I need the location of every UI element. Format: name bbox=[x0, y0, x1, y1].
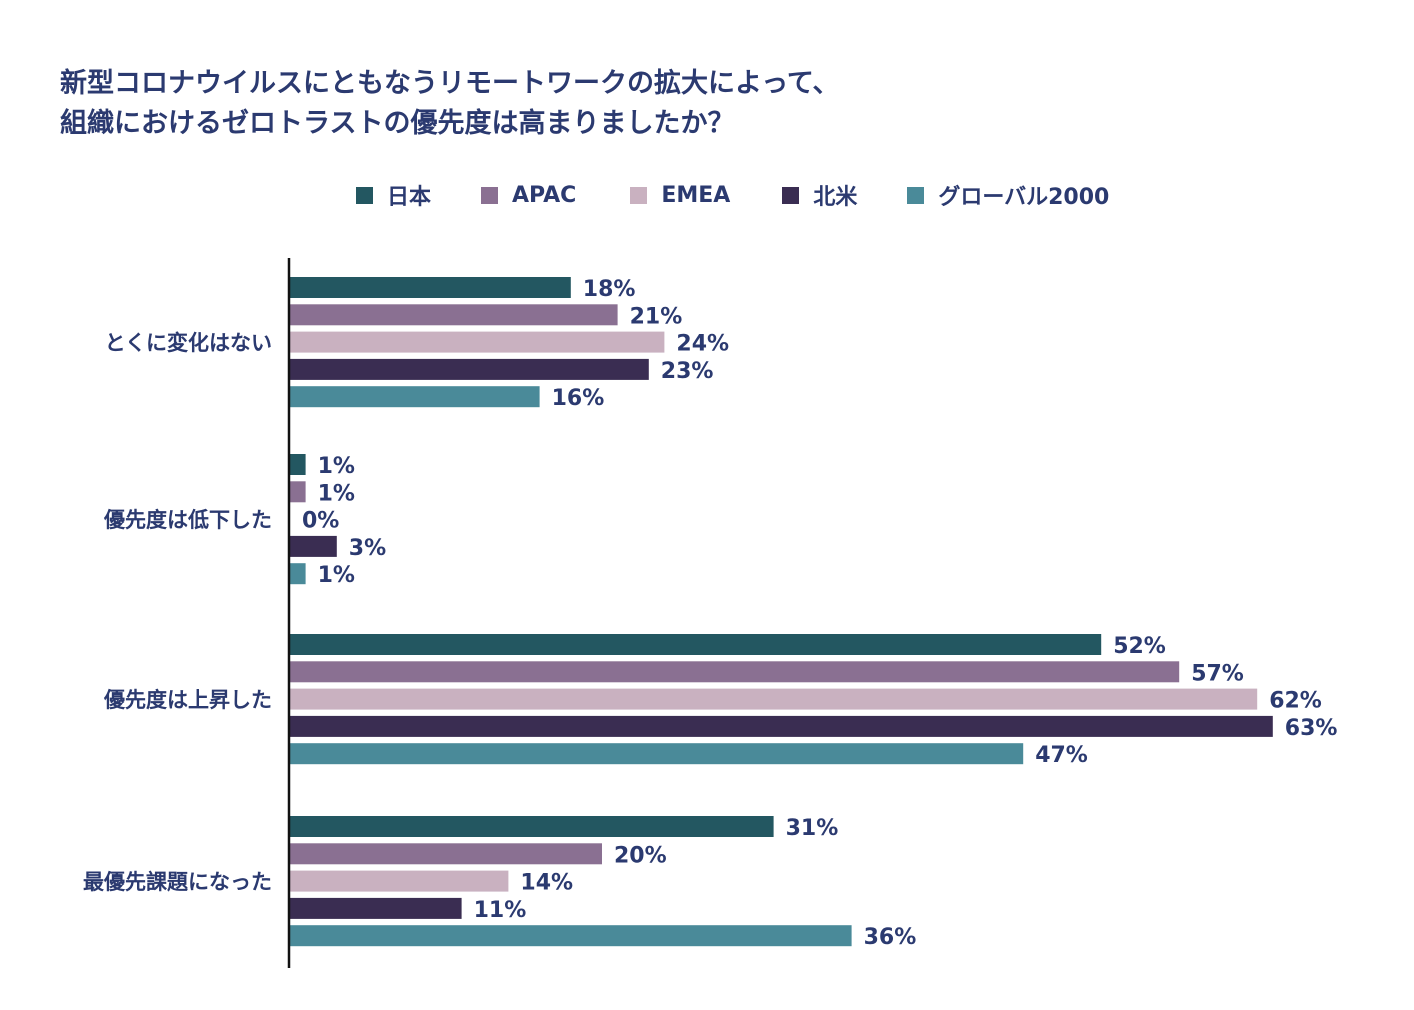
value-label: 23% bbox=[661, 359, 714, 384]
value-label: 31% bbox=[786, 816, 839, 841]
legend-label: EMEA bbox=[661, 182, 731, 208]
chart-title-line-2: 組織におけるゼロトラストの優先度は高まりましたか？ bbox=[60, 108, 735, 139]
bar bbox=[290, 386, 540, 408]
value-label: 16% bbox=[552, 386, 605, 411]
bar bbox=[290, 277, 571, 298]
value-label: 57% bbox=[1191, 661, 1244, 686]
bar bbox=[290, 743, 1024, 765]
value-label: 63% bbox=[1285, 716, 1338, 741]
legend-label: APAC bbox=[512, 182, 577, 208]
chart-title-line-1: 新型コロナウイルスにともなうリモートワークの拡大によって、 bbox=[60, 68, 840, 99]
bar bbox=[290, 661, 1180, 683]
legend-label: 北米 bbox=[813, 185, 858, 210]
legend-label: グローバル2000 bbox=[938, 185, 1110, 210]
legend-item-global2000: グローバル2000 bbox=[907, 179, 1109, 211]
bar bbox=[290, 634, 1102, 655]
value-label: 36% bbox=[864, 925, 917, 950]
bar bbox=[290, 304, 618, 326]
legend-swatch bbox=[630, 186, 648, 204]
bar bbox=[290, 870, 509, 892]
bar bbox=[290, 454, 306, 475]
value-label: 1% bbox=[318, 563, 355, 588]
bar bbox=[290, 331, 665, 353]
bar bbox=[290, 925, 852, 947]
chart-title: 新型コロナウイルスにともなうリモートワークの拡大によって、 組織におけるゼロトラ… bbox=[60, 64, 840, 144]
bar bbox=[290, 358, 649, 380]
legend-item-emea: EMEA bbox=[630, 183, 730, 208]
legend-swatch bbox=[907, 186, 925, 204]
value-label: 1% bbox=[318, 481, 355, 506]
value-label: 3% bbox=[349, 536, 386, 561]
category-label: 優先度は上昇した bbox=[103, 688, 272, 712]
value-label: 20% bbox=[614, 843, 667, 868]
bar bbox=[290, 481, 306, 503]
value-label: 1% bbox=[318, 454, 355, 479]
legend-item-apac: APAC bbox=[481, 183, 576, 208]
bar bbox=[290, 897, 462, 919]
bar bbox=[290, 535, 337, 557]
value-label: 18% bbox=[583, 277, 636, 302]
legend-item-north-america: 北米 bbox=[782, 179, 857, 211]
value-label: 24% bbox=[676, 332, 729, 357]
value-label: 62% bbox=[1269, 689, 1322, 714]
category-label: とくに変化はない bbox=[105, 331, 272, 355]
legend-swatch bbox=[481, 186, 499, 204]
category-label: 最優先課題になった bbox=[83, 870, 272, 894]
bar bbox=[290, 563, 306, 585]
legend-item-japan: 日本 bbox=[356, 179, 431, 211]
legend-label: 日本 bbox=[387, 185, 432, 210]
bar bbox=[290, 843, 602, 865]
value-label: 47% bbox=[1035, 743, 1088, 768]
value-label: 0% bbox=[302, 509, 339, 534]
value-label: 52% bbox=[1113, 634, 1166, 659]
bar bbox=[290, 816, 774, 837]
bar bbox=[290, 688, 1258, 710]
value-label: 11% bbox=[474, 898, 527, 923]
legend-swatch bbox=[356, 186, 373, 204]
value-label: 21% bbox=[630, 304, 683, 329]
category-label: 優先度は低下した bbox=[103, 508, 272, 532]
legend-swatch bbox=[782, 186, 800, 204]
value-label: 14% bbox=[520, 871, 573, 896]
legend: 日本 APAC EMEA 北米 グローバル2000 bbox=[356, 180, 1109, 210]
bar bbox=[290, 715, 1273, 737]
